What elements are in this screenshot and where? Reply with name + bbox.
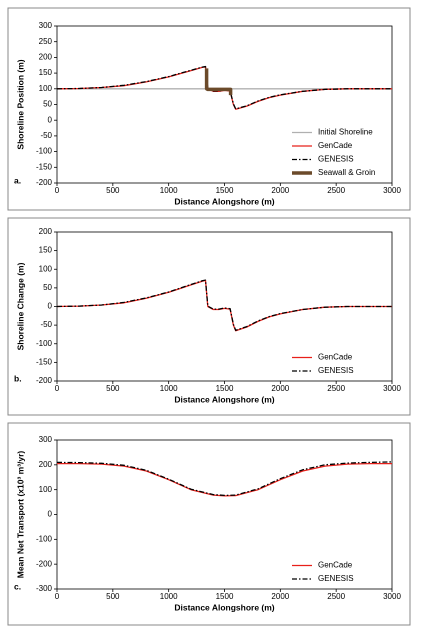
y-tick-label: -200	[36, 559, 53, 568]
x-tick-label: 2500	[327, 592, 345, 601]
x-tick-label: 3000	[383, 186, 401, 195]
x-tick-label: 500	[106, 186, 120, 195]
y-tick-label: -200	[36, 178, 53, 187]
y-tick-label: -150	[36, 357, 53, 366]
x-tick-label: 1500	[216, 384, 234, 393]
legend-label: GenCade	[318, 561, 353, 570]
panel-label: a.	[14, 175, 21, 185]
x-tick-label: 0	[55, 186, 60, 195]
y-tick-label: -50	[40, 320, 52, 329]
panel-label: b.	[14, 373, 22, 383]
y-axis-label: Shoreline Change (m)	[15, 262, 25, 350]
x-tick-label: 2000	[271, 592, 289, 601]
y-tick-label: 200	[39, 227, 53, 236]
panel-frame	[7, 7, 411, 211]
y-tick-label: 250	[39, 37, 53, 46]
x-axis-label: Distance Alongshore (m)	[174, 602, 274, 612]
series-line	[204, 68, 233, 96]
legend-label: GenCade	[318, 353, 353, 362]
y-tick-label: 200	[39, 460, 53, 469]
y-tick-label: -100	[36, 339, 53, 348]
series-line	[57, 462, 392, 497]
x-tick-label: 1500	[216, 186, 234, 195]
y-tick-label: 150	[39, 68, 53, 77]
y-tick-label: 100	[39, 485, 53, 494]
series-line	[56, 279, 392, 332]
y-tick-label: 0	[48, 302, 53, 311]
y-tick-label: 50	[43, 283, 52, 292]
y-axis-label: Shoreline Position (m)	[15, 59, 25, 149]
legend-label: Initial Shoreline	[318, 128, 373, 137]
x-tick-label: 1000	[160, 384, 178, 393]
x-axis-label: Distance Alongshore (m)	[174, 394, 274, 404]
x-tick-label: 2500	[327, 186, 345, 195]
x-tick-label: 500	[106, 592, 120, 601]
y-tick-label: 0	[48, 115, 53, 124]
legend-label: GenCade	[318, 141, 353, 150]
y-tick-label: -200	[36, 376, 53, 385]
legend-label: Seawall & Groin	[318, 168, 375, 177]
x-tick-label: 500	[106, 384, 120, 393]
series-line	[56, 461, 393, 497]
x-tick-label: 2500	[327, 384, 345, 393]
x-tick-label: 1000	[160, 186, 178, 195]
y-tick-label: 100	[39, 84, 53, 93]
panel-label: c.	[14, 581, 21, 591]
series-line	[56, 279, 392, 331]
y-tick-label: 300	[39, 435, 53, 444]
legend-label: GENESIS	[318, 574, 354, 583]
y-tick-label: 150	[39, 246, 53, 255]
x-tick-label: 2000	[271, 186, 289, 195]
x-tick-label: 0	[55, 384, 60, 393]
y-axis-label: Mean Net Transport (x10³ m³/yr)	[15, 451, 25, 579]
y-tick-label: -300	[36, 584, 53, 593]
panel-frame	[7, 217, 411, 416]
y-tick-label: -150	[36, 162, 53, 171]
x-tick-label: 3000	[383, 592, 401, 601]
legend-label: GENESIS	[318, 155, 354, 164]
x-tick-label: 3000	[383, 384, 401, 393]
x-tick-label: 2000	[271, 384, 289, 393]
x-axis-label: Distance Alongshore (m)	[174, 196, 274, 206]
y-tick-label: -100	[36, 147, 53, 156]
y-tick-label: 0	[48, 510, 53, 519]
panel-frame	[7, 422, 411, 626]
x-tick-label: 0	[55, 592, 60, 601]
legend-label: GENESIS	[318, 366, 354, 375]
y-tick-label: 200	[39, 53, 53, 62]
x-tick-label: 1000	[160, 592, 178, 601]
y-tick-label: 50	[43, 100, 52, 109]
series-line	[56, 65, 392, 110]
y-tick-label: 300	[39, 21, 53, 30]
y-tick-label: -100	[36, 534, 53, 543]
y-tick-label: -50	[40, 131, 52, 140]
x-tick-label: 1500	[216, 592, 234, 601]
y-tick-label: 100	[39, 264, 53, 273]
